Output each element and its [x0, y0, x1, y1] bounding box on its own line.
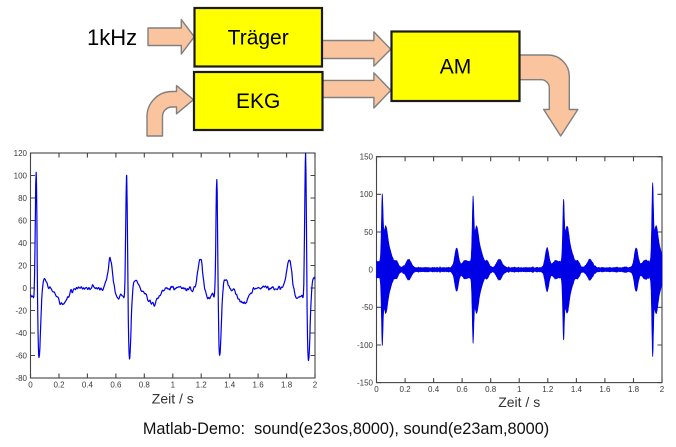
- svg-text:-50: -50: [361, 303, 373, 312]
- svg-text:1: 1: [171, 381, 176, 390]
- svg-text:40: 40: [18, 239, 27, 248]
- svg-text:50: 50: [364, 228, 373, 237]
- svg-text:0.8: 0.8: [485, 385, 497, 394]
- svg-text:2: 2: [660, 385, 665, 394]
- svg-text:100: 100: [14, 171, 28, 180]
- svg-text:150: 150: [360, 153, 374, 162]
- svg-text:Zeit / s: Zeit / s: [498, 394, 540, 410]
- svg-text:1.6: 1.6: [253, 381, 265, 390]
- svg-text:2: 2: [313, 381, 318, 390]
- svg-text:0.2: 0.2: [53, 381, 65, 390]
- svg-text:0.4: 0.4: [82, 381, 94, 390]
- svg-text:1.8: 1.8: [628, 385, 640, 394]
- svg-text:100: 100: [360, 190, 374, 199]
- svg-text:EKG: EKG: [236, 90, 280, 113]
- svg-text:20: 20: [18, 261, 27, 270]
- svg-text:1.4: 1.4: [224, 381, 236, 390]
- svg-text:-150: -150: [357, 378, 374, 387]
- svg-text:0.4: 0.4: [428, 385, 440, 394]
- svg-text:120: 120: [14, 149, 28, 158]
- svg-text:Matlab-Demo: sound(e23os,8000: Matlab-Demo: sound(e23os,8000), sound(e2…: [143, 420, 549, 438]
- svg-text:1.6: 1.6: [599, 385, 611, 394]
- svg-text:1.2: 1.2: [542, 385, 554, 394]
- svg-text:60: 60: [18, 216, 27, 225]
- svg-text:-40: -40: [15, 329, 27, 338]
- svg-text:0: 0: [28, 381, 33, 390]
- svg-text:1.2: 1.2: [196, 381, 208, 390]
- svg-text:80: 80: [18, 194, 27, 203]
- svg-text:0: 0: [369, 265, 374, 274]
- svg-text:0.2: 0.2: [400, 385, 412, 394]
- svg-text:Zeit / s: Zeit / s: [152, 391, 194, 407]
- svg-text:Träger: Träger: [228, 26, 289, 49]
- svg-text:0: 0: [374, 385, 379, 394]
- svg-text:1: 1: [517, 385, 522, 394]
- svg-text:0: 0: [23, 284, 28, 293]
- svg-text:0.8: 0.8: [139, 381, 151, 390]
- svg-text:-20: -20: [15, 306, 27, 315]
- svg-text:1kHz: 1kHz: [87, 25, 137, 50]
- svg-text:1.4: 1.4: [571, 385, 583, 394]
- svg-text:0.6: 0.6: [110, 381, 122, 390]
- svg-text:-100: -100: [357, 341, 374, 350]
- svg-text:0.6: 0.6: [457, 385, 469, 394]
- svg-text:-80: -80: [15, 374, 27, 383]
- svg-text:-60: -60: [15, 351, 27, 360]
- svg-text:1.8: 1.8: [281, 381, 293, 390]
- svg-text:AM: AM: [440, 55, 472, 78]
